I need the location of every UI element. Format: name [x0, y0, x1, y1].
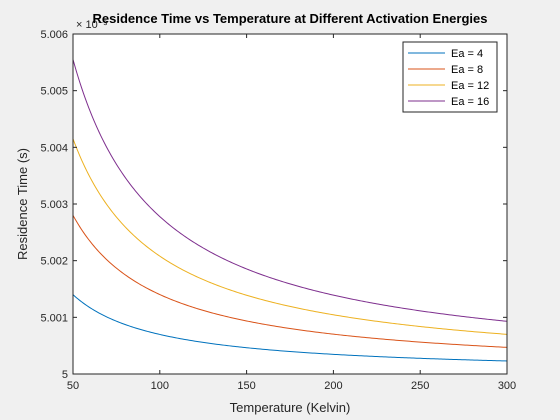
y-tick-label: 5.002 [40, 256, 68, 268]
legend-box [402, 41, 498, 113]
x-tick-label: 250 [411, 380, 429, 392]
y-tick-label: 5 [62, 369, 68, 381]
chart-title: Residence Time vs Temperature at Differe… [93, 11, 488, 26]
legend-label: Ea = 16 [451, 96, 489, 108]
y-exponent-label: × 10⁻³ [76, 19, 108, 31]
x-tick-label: 50 [67, 380, 79, 392]
y-axis-label: Residence Time (s) [15, 148, 30, 260]
y-tick-label: 5.005 [40, 86, 68, 98]
series-line-2 [72, 215, 508, 348]
x-tick-label: 200 [324, 380, 342, 392]
x-tick-label: 300 [498, 380, 516, 392]
series-lines [72, 59, 508, 362]
y-tick-label: 5.004 [40, 142, 68, 154]
y-tick-label: 5.001 [40, 312, 68, 324]
legend: Ea = 4 Ea = 8 Ea = 12 Ea = 16 [402, 41, 498, 113]
x-axis-label: Temperature (Kelvin) [230, 400, 351, 415]
legend-label: Ea = 4 [451, 48, 483, 60]
series-line-1 [72, 294, 508, 362]
x-tick-label: 150 [237, 380, 255, 392]
y-axis-ticks: 5 5.001 5.002 5.003 5.004 5.005 5.006 [40, 29, 507, 381]
y-tick-label: 5.003 [40, 199, 68, 211]
legend-label: Ea = 8 [451, 64, 483, 76]
y-tick-label: 5.006 [40, 29, 68, 41]
series-line-4 [72, 59, 508, 322]
legend-label: Ea = 12 [451, 80, 489, 92]
x-axis-ticks: 50 100 150 200 250 300 [67, 34, 516, 392]
x-tick-label: 100 [151, 380, 169, 392]
series-line-3 [72, 138, 508, 335]
